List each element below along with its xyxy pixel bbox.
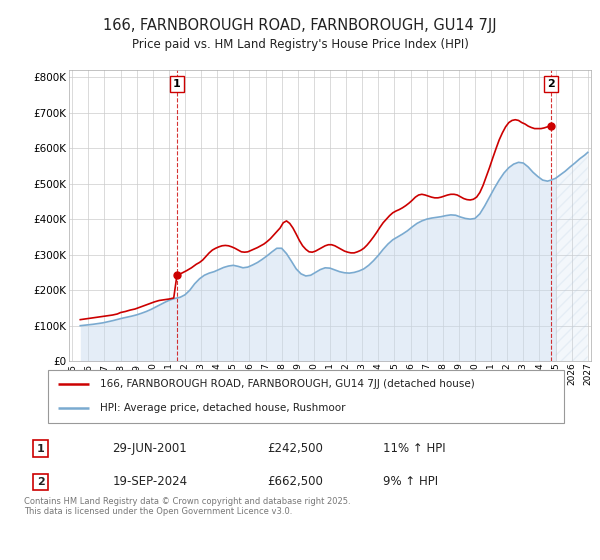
Text: 166, FARNBOROUGH ROAD, FARNBOROUGH, GU14 7JJ (detached house): 166, FARNBOROUGH ROAD, FARNBOROUGH, GU14… bbox=[100, 380, 475, 390]
Text: 9% ↑ HPI: 9% ↑ HPI bbox=[383, 475, 438, 488]
Text: 1: 1 bbox=[173, 79, 181, 89]
Text: 166, FARNBOROUGH ROAD, FARNBOROUGH, GU14 7JJ: 166, FARNBOROUGH ROAD, FARNBOROUGH, GU14… bbox=[103, 18, 497, 32]
Text: £662,500: £662,500 bbox=[267, 475, 323, 488]
Text: 1: 1 bbox=[37, 444, 44, 454]
Text: £242,500: £242,500 bbox=[267, 442, 323, 455]
Text: Contains HM Land Registry data © Crown copyright and database right 2025.
This d: Contains HM Land Registry data © Crown c… bbox=[24, 497, 350, 516]
Text: HPI: Average price, detached house, Rushmoor: HPI: Average price, detached house, Rush… bbox=[100, 403, 345, 413]
Text: 2: 2 bbox=[37, 477, 44, 487]
Text: 2: 2 bbox=[547, 79, 555, 89]
FancyBboxPatch shape bbox=[48, 370, 564, 423]
Text: 11% ↑ HPI: 11% ↑ HPI bbox=[383, 442, 445, 455]
Text: 19-SEP-2024: 19-SEP-2024 bbox=[112, 475, 187, 488]
Text: 29-JUN-2001: 29-JUN-2001 bbox=[112, 442, 187, 455]
Text: Price paid vs. HM Land Registry's House Price Index (HPI): Price paid vs. HM Land Registry's House … bbox=[131, 38, 469, 52]
